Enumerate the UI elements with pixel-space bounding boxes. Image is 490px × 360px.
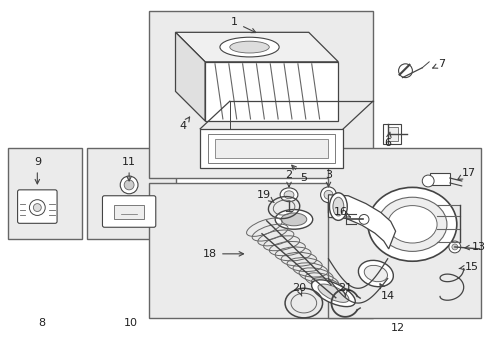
Bar xyxy=(114,204,144,219)
Text: 1: 1 xyxy=(231,18,256,33)
Bar xyxy=(383,124,400,144)
FancyBboxPatch shape xyxy=(18,190,57,223)
Text: 10: 10 xyxy=(124,318,138,328)
Polygon shape xyxy=(328,195,395,249)
Bar xyxy=(388,127,397,141)
Circle shape xyxy=(120,176,138,194)
Bar xyxy=(430,173,450,185)
Text: 18: 18 xyxy=(203,249,244,259)
Ellipse shape xyxy=(280,188,298,202)
Bar xyxy=(328,148,482,318)
Text: 5: 5 xyxy=(292,165,307,183)
Text: 9: 9 xyxy=(34,157,41,184)
Text: 12: 12 xyxy=(391,323,405,333)
Text: 13: 13 xyxy=(465,242,486,252)
Text: 15: 15 xyxy=(459,262,479,272)
Text: 2: 2 xyxy=(286,170,293,186)
Polygon shape xyxy=(205,62,339,121)
Ellipse shape xyxy=(333,197,344,216)
Ellipse shape xyxy=(312,280,355,307)
FancyBboxPatch shape xyxy=(102,196,156,227)
Ellipse shape xyxy=(324,190,333,199)
Circle shape xyxy=(452,244,458,250)
Text: 7: 7 xyxy=(433,59,445,69)
Circle shape xyxy=(422,175,434,187)
Text: 4: 4 xyxy=(180,117,190,131)
Polygon shape xyxy=(175,32,339,62)
Text: 14: 14 xyxy=(380,284,395,301)
Ellipse shape xyxy=(388,206,437,243)
Ellipse shape xyxy=(364,265,388,282)
Ellipse shape xyxy=(358,260,393,287)
Text: 20: 20 xyxy=(292,283,306,296)
Text: 19: 19 xyxy=(257,190,274,203)
Text: 17: 17 xyxy=(458,168,476,179)
Circle shape xyxy=(33,204,41,212)
Polygon shape xyxy=(215,139,328,158)
Ellipse shape xyxy=(275,210,313,229)
Text: 16: 16 xyxy=(333,207,350,217)
Circle shape xyxy=(449,241,461,253)
Circle shape xyxy=(359,215,369,224)
Ellipse shape xyxy=(318,284,349,302)
Bar xyxy=(87,148,175,239)
Polygon shape xyxy=(200,129,343,168)
Ellipse shape xyxy=(284,191,294,199)
Ellipse shape xyxy=(320,187,337,203)
Ellipse shape xyxy=(220,37,279,57)
Ellipse shape xyxy=(281,213,307,226)
Circle shape xyxy=(398,64,413,78)
Text: 3: 3 xyxy=(325,170,332,186)
Polygon shape xyxy=(175,32,205,121)
Bar xyxy=(8,148,82,239)
Bar xyxy=(149,11,373,178)
Ellipse shape xyxy=(329,193,347,220)
Circle shape xyxy=(124,180,134,190)
Ellipse shape xyxy=(378,197,447,251)
Text: 6: 6 xyxy=(384,132,391,148)
Text: 8: 8 xyxy=(39,318,46,328)
Ellipse shape xyxy=(230,41,270,53)
Text: 11: 11 xyxy=(122,157,136,181)
Ellipse shape xyxy=(368,188,457,261)
Circle shape xyxy=(29,200,45,215)
Text: 21: 21 xyxy=(338,283,352,296)
Bar xyxy=(149,183,373,318)
